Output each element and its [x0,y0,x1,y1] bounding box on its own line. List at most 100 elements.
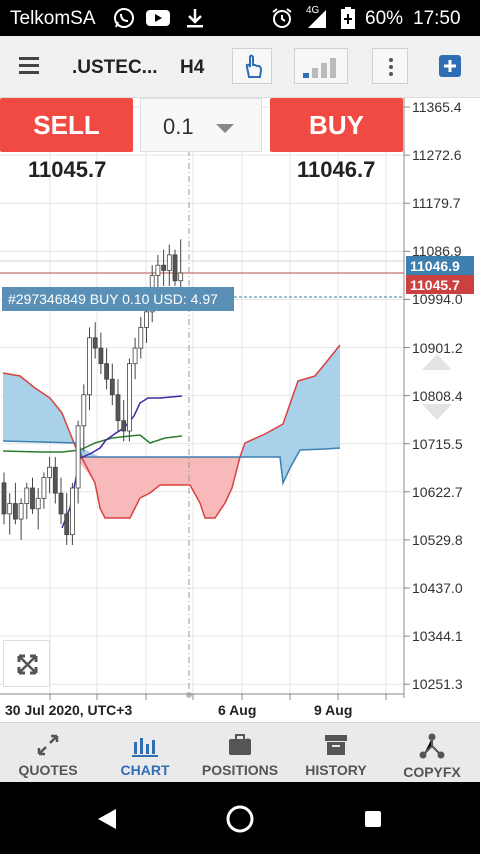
nav-copyfx[interactable]: COPYFX [394,723,470,783]
download-icon [187,9,203,28]
alarm-icon [272,8,292,28]
sell-button[interactable]: SELL [0,98,133,152]
chevron-down-icon [216,124,234,133]
nav-history[interactable]: HISTORY [298,723,374,783]
price-axis-label: 10529.8 [412,531,463,548]
buy-button[interactable]: BUY [270,98,403,152]
candle [132,337,138,380]
candle [166,244,172,286]
price-axis-label: 10715.5 [412,435,463,452]
nav-copyfx-label: COPYFX [403,764,461,780]
candle [127,358,132,442]
more-options-button[interactable] [372,48,408,84]
add-indicator-icon[interactable] [439,55,461,77]
bar-chart-icon [132,738,158,757]
recents-icon[interactable] [364,810,382,828]
status-bar: TelkomSA 4G 60% 17:50 [0,0,480,36]
candle [87,327,92,411]
candle [75,420,81,504]
candle [115,379,121,432]
hand-pointer-icon [245,54,263,78]
price-axis-label: 10994.0 [412,291,463,308]
system-navigation-bar [0,782,480,854]
candle [7,493,13,535]
bid-price-tag: 11045.7 [406,275,474,294]
carrier-name: TelkomSA [10,8,96,29]
candle [12,482,18,525]
price-axis-label: 10344.1 [412,628,463,645]
battery-icon [341,7,355,29]
position-label[interactable]: #297346849 BUY 0.10 USD: 4.97 [2,287,234,311]
candle [52,456,58,504]
back-icon[interactable] [96,807,118,831]
signal-bars-icon [303,58,336,78]
candle [121,399,127,442]
price-axis-label: 11365.4 [412,99,462,115]
symbol-selector[interactable]: .USTEC... [72,57,158,78]
price-axis-label: 10901.2 [412,339,463,356]
candle [58,477,64,525]
price-axis-label: 11179.7 [412,195,461,212]
bottom-navigation: QUOTES CHART 2 POSITIONS HISTORY [0,722,480,782]
clock: 17:50 [413,8,461,29]
price-axis-label: 10437.0 [412,580,463,596]
candle [1,472,7,525]
candle [70,482,75,545]
nav-quotes-label: QUOTES [18,762,78,778]
archive-box-icon [325,735,347,755]
nav-chart[interactable]: CHART [107,723,183,783]
nav-chart-label: CHART [120,762,170,778]
chart-type-button[interactable] [294,48,348,84]
ask-price: 11046.7 [297,157,376,182]
home-icon[interactable] [224,803,256,835]
candle [104,348,109,390]
timeframe-selector[interactable]: H4 [180,57,205,78]
positions-count: 2 [244,735,252,751]
candle [47,456,52,494]
nav-quotes[interactable]: QUOTES [10,723,86,783]
chart-area[interactable]: SELL 0.1 BUY 11045.7 11046.7 #297346849 … [0,98,480,722]
expand-icon [17,654,38,675]
candle [178,239,184,297]
candle [24,482,30,520]
price-chart[interactable] [0,98,480,722]
more-vertical-icon [389,58,393,76]
candle [81,384,87,452]
nav-positions[interactable]: 2 POSITIONS [200,723,280,783]
candle [64,493,70,545]
candle [172,249,178,286]
candle [109,363,115,406]
candle [41,472,47,509]
volume-selector[interactable]: 0.1 [140,98,262,152]
candle [161,249,167,286]
youtube-icon [146,10,170,26]
signal-icon [308,10,326,28]
nav-positions-label: POSITIONS [201,762,279,778]
share-network-icon [419,733,445,759]
briefcase-icon [229,734,251,755]
network-type: 4G [306,5,320,16]
date-label: 6 Aug [218,702,257,718]
candle [98,332,104,375]
touch-mode-button[interactable] [232,48,272,84]
app-bar: .USTEC... H4 [0,36,480,98]
volume-value: 0.1 [163,114,194,139]
candle [138,317,144,359]
battery-level: 60% [365,8,404,29]
price-axis-label: 11086.9 [412,243,462,260]
fullscreen-button[interactable] [3,640,50,687]
scroll-arrows[interactable] [422,354,452,420]
candle [18,498,24,540]
price-axis-label: 10808.4 [412,387,463,404]
candle [35,488,41,530]
candle [30,477,35,514]
bid-price: 11045.7 [28,157,107,182]
start-date-label: 30 Jul 2020, UTC+3 [5,702,133,718]
arrows-diagonal-icon [37,734,59,756]
date-label: 9 Aug [314,702,353,718]
menu-icon[interactable] [19,56,39,74]
price-axis-label: 10251.3 [412,676,463,693]
whatsapp-icon [114,8,134,28]
price-axis-label: 11272.6 [412,147,462,164]
price-axis-label: 10622.7 [412,483,463,500]
